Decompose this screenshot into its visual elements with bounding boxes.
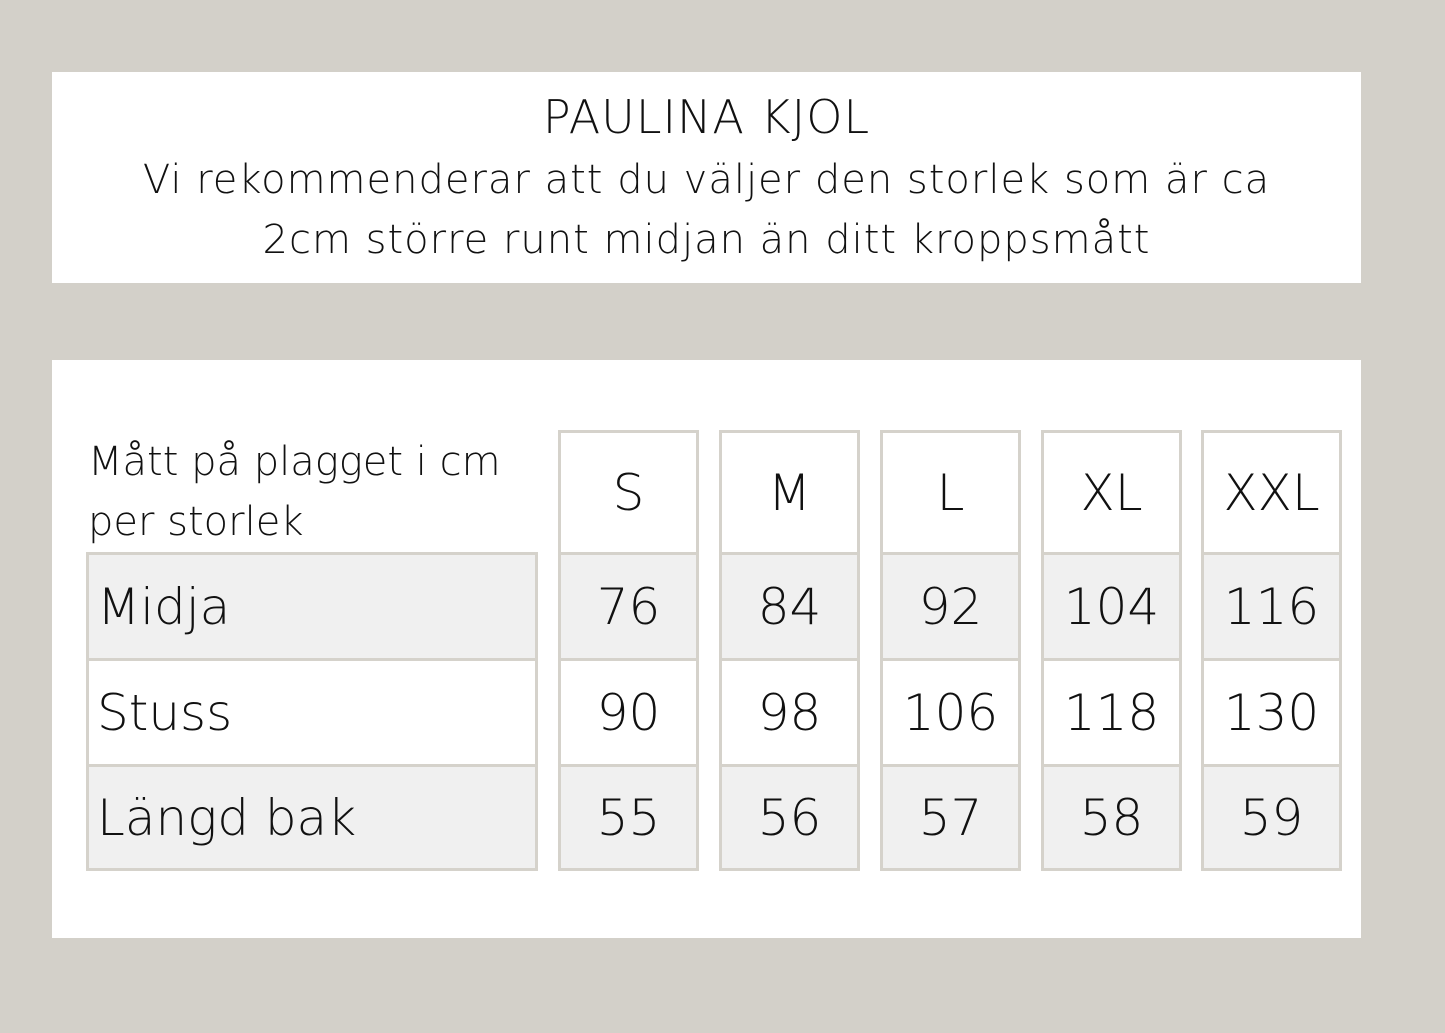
size-header-xl: XL — [1041, 430, 1182, 555]
size-table-panel: Mått på plagget i cm per storlek S M L XL XX… — [52, 360, 1361, 938]
table-cell: 76 — [558, 552, 699, 661]
size-header-l: L — [880, 430, 1021, 555]
row-label: Längd bak — [86, 764, 538, 871]
table-cell: 130 — [1201, 658, 1342, 767]
table-cell: 84 — [719, 552, 860, 661]
page-title: PAULINA KJOL — [542, 90, 871, 144]
table-cell: 58 — [1041, 764, 1182, 871]
subtitle-line-1: Vi rekommenderar att du väljer den storl… — [142, 157, 1271, 203]
table-cell: 56 — [719, 764, 860, 871]
table-cell: 55 — [558, 764, 699, 871]
table-cell: 106 — [880, 658, 1021, 767]
header-panel: PAULINA KJOL Vi rekommenderar att du väl… — [52, 72, 1361, 283]
table-cell: 104 — [1041, 552, 1182, 661]
table-cell: 98 — [719, 658, 860, 767]
size-header-m: M — [719, 430, 860, 555]
table-cell: 118 — [1041, 658, 1182, 767]
table-cell: 90 — [558, 658, 699, 767]
row-label: Stuss — [86, 658, 538, 767]
size-header-s: S — [558, 430, 699, 555]
table-cell: 92 — [880, 552, 1021, 661]
subtitle-line-2: 2cm större runt midjan än ditt kroppsmåt… — [262, 217, 1151, 263]
row-label: Midja — [86, 552, 538, 661]
table-cell: 116 — [1201, 552, 1342, 661]
table-cell: 59 — [1201, 764, 1342, 871]
size-header-xxl: XXL — [1201, 430, 1342, 555]
table-cell: 57 — [880, 764, 1021, 871]
table-corner-label: Mått på plagget i cm per storlek — [88, 439, 501, 545]
